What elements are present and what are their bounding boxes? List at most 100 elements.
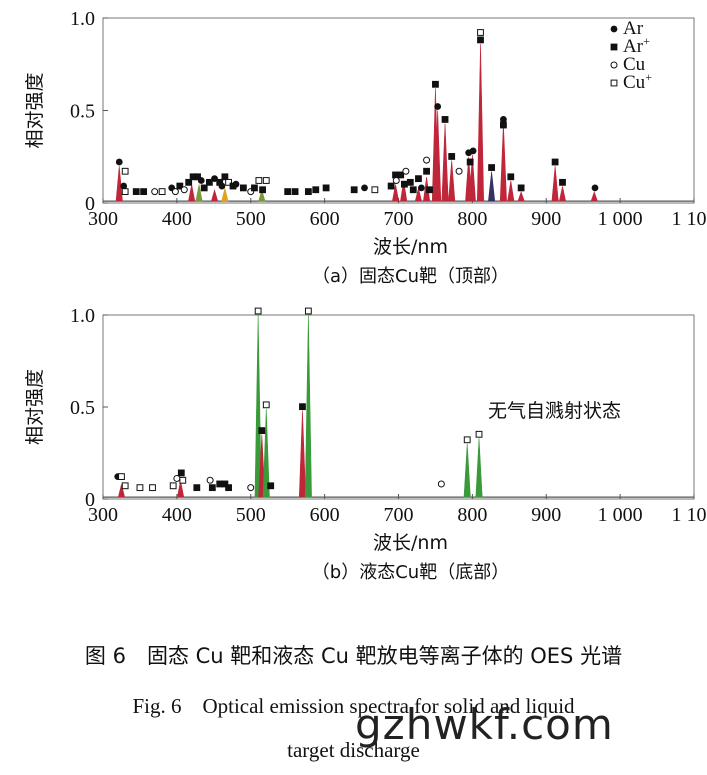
legend-label: Ar (623, 18, 644, 39)
y-tick-label: 0.5 (70, 397, 95, 419)
peak-marker (206, 476, 214, 484)
y-tick-label: 0 (85, 193, 95, 215)
spectrum-peak (391, 184, 400, 202)
spectrum-peak (115, 165, 123, 202)
peak-marker (211, 175, 218, 183)
peak-marker (304, 307, 312, 315)
peak-marker (267, 482, 275, 490)
spectrum-peak (254, 314, 262, 498)
spectrum-peak (414, 188, 423, 202)
peak-marker (291, 188, 299, 195)
y-tick-label: 0 (85, 489, 95, 511)
peak-marker (254, 307, 262, 315)
peak-marker (251, 184, 258, 192)
peak-marker (507, 173, 515, 181)
peak-marker (232, 180, 240, 188)
legend-marker (610, 61, 618, 69)
x-tick-label: 800 (457, 208, 487, 230)
peak-marker (151, 188, 159, 196)
peak-marker (591, 184, 599, 192)
spectrum-peak (590, 190, 598, 202)
peak-marker (205, 178, 213, 186)
peak-marker (216, 178, 224, 186)
peak-marker (406, 178, 414, 186)
peak-marker (299, 403, 306, 411)
x-tick-label: 500 (236, 208, 266, 230)
watermark-text: gzhwkf.com (355, 700, 614, 749)
spectrum-peak (258, 188, 266, 202)
x-tick-label: 900 (531, 504, 561, 526)
spectrum-peak (463, 443, 471, 498)
peak-marker (402, 167, 410, 175)
legend-marker (610, 79, 618, 87)
spectrum-peak (475, 438, 483, 498)
x-tick-label: 600 (310, 208, 340, 230)
peak-marker (262, 177, 270, 184)
peak-marker (221, 480, 229, 488)
peak-marker (121, 482, 129, 490)
spectrum-peak (188, 184, 196, 202)
peak-marker (121, 188, 129, 195)
peak-marker (180, 186, 188, 194)
legend-label-superscript: + (645, 70, 652, 84)
x-tick-label: 300 (88, 208, 118, 230)
figure-caption-cn: 图 6 固态 Cu 靶和液态 Cu 靶放电等离子体的 OES 光谱 (84, 644, 623, 668)
y-tick-label: 1.0 (70, 8, 95, 30)
peak-marker (500, 116, 507, 123)
peak-marker (415, 175, 422, 183)
peak-marker (208, 484, 216, 492)
legend-marker (610, 43, 618, 51)
peak-marker (121, 167, 129, 175)
peak-marker (517, 184, 525, 192)
peak-marker (284, 188, 292, 195)
x-tick-label: 400 (162, 504, 192, 526)
spectrum-peak (400, 180, 408, 202)
peak-marker (193, 484, 201, 492)
spectrum-peak (434, 110, 442, 202)
x-tick-label: 500 (236, 504, 266, 526)
x-tick-label: 1 100 (672, 504, 707, 526)
peak-marker (409, 186, 417, 194)
spectrum-peak (195, 184, 203, 202)
spectrum-peak (298, 410, 306, 498)
spectrum-peak (476, 43, 485, 202)
peak-marker (434, 103, 442, 110)
peak-marker (177, 469, 185, 477)
peak-marker (189, 173, 197, 181)
peak-marker (239, 184, 247, 192)
legend-marker (610, 25, 618, 33)
x-tick-label: 900 (531, 208, 561, 230)
peak-marker (423, 156, 431, 164)
peak-marker (200, 184, 208, 192)
x-axis-label: 波长/nm (373, 532, 448, 554)
peak-marker (448, 153, 456, 160)
x-tick-label: 1 000 (598, 208, 643, 230)
chart-annotation: 无气自溅射状态 (488, 400, 621, 422)
spectrum-peak (517, 190, 525, 202)
y-axis-label: 相对强度 (24, 369, 46, 445)
spectrum-peak (488, 171, 496, 202)
spectrum-peak (499, 123, 507, 202)
figure-caption-en-line1: Fig. 6 Optical emission spectra for soli… (132, 694, 575, 718)
spectrum-peak (221, 188, 229, 202)
peak-marker (432, 80, 439, 88)
spectrum-peak (304, 314, 312, 498)
spectrum-peak (262, 408, 270, 498)
peak-marker (218, 182, 226, 190)
peak-marker (488, 164, 495, 171)
peak-marker (475, 430, 483, 438)
peak-marker (120, 182, 128, 190)
peak-marker (255, 177, 263, 184)
x-tick-label: 700 (384, 504, 414, 526)
peak-marker (322, 184, 330, 192)
peak-marker (312, 186, 320, 194)
peak-marker (115, 158, 123, 166)
peak-marker (118, 473, 125, 481)
peak-marker (371, 186, 379, 194)
peak-marker (387, 182, 395, 190)
peak-marker (179, 476, 187, 484)
peak-marker (477, 36, 484, 44)
peak-marker (397, 171, 405, 179)
peak-marker (477, 29, 484, 36)
